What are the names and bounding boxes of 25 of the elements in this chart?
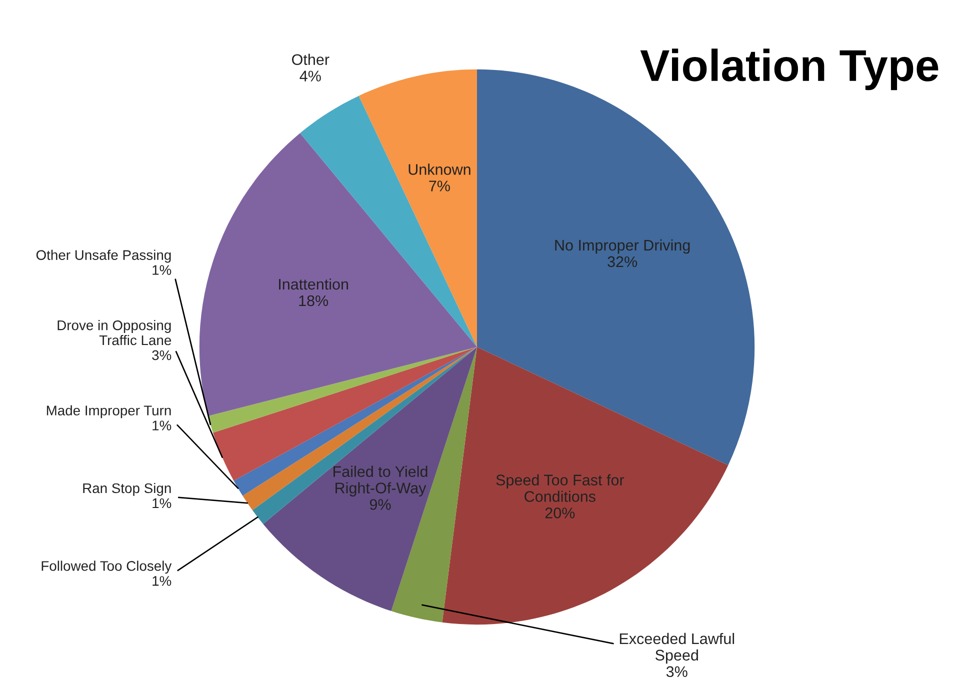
slice-label: Failed to Yield Right-Of-Way <box>334 466 428 496</box>
data-label: 3% <box>152 350 172 360</box>
data-label: 9% <box>370 499 391 510</box>
slice-label: Made Improper Turn <box>46 405 171 418</box>
data-label: 20% <box>545 508 575 518</box>
slice-label: Speed Too Fast for Conditions <box>496 474 624 502</box>
data-label: 3% <box>666 666 688 678</box>
data-label: 4% <box>300 70 321 82</box>
data-label: 32% <box>608 256 638 268</box>
slice-label: Other Unsafe Passing <box>36 250 171 263</box>
data-label: 7% <box>429 180 450 192</box>
data-label: 1% <box>152 265 172 275</box>
slice-label: Followed Too Closely <box>42 560 172 574</box>
data-label: 1% <box>152 420 172 430</box>
slice-label: Other <box>292 54 330 66</box>
slice-label: Exceeded Lawful Speed <box>620 632 734 664</box>
data-label: 1% <box>152 576 172 586</box>
data-label: 1% <box>152 498 172 508</box>
data-label: 18% <box>299 295 328 306</box>
slice-label: No Improper Driving <box>555 239 690 254</box>
slice-label: Ran Stop Sign <box>83 482 171 496</box>
slice-label: Unknown <box>408 164 470 175</box>
slice-label: Inattention <box>279 278 348 290</box>
chart-title: Violation Type <box>640 48 938 90</box>
slice-label: Drove in Opposing Traffic Lane <box>58 320 172 346</box>
